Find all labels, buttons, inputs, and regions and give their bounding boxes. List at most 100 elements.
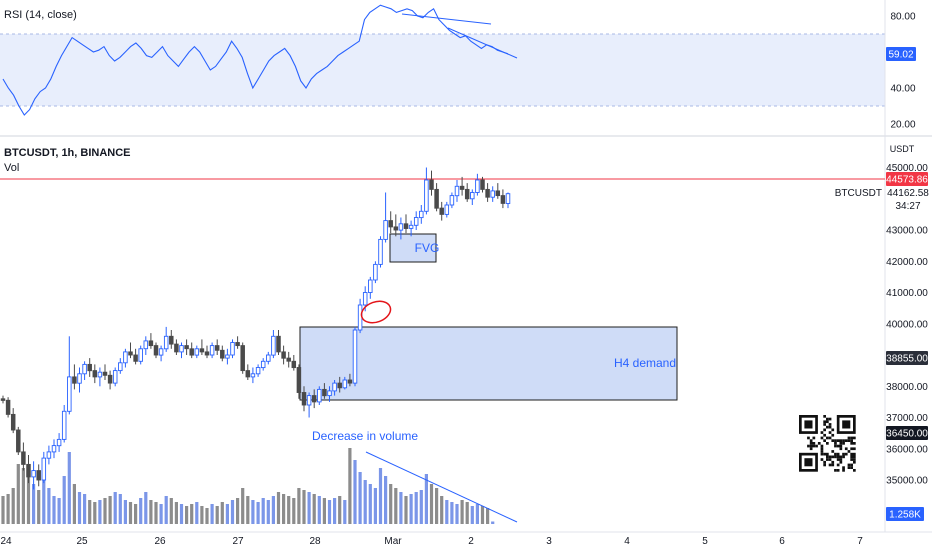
candle-body xyxy=(260,360,266,369)
x-tick-label: 4 xyxy=(624,536,630,547)
volume-bar xyxy=(251,500,255,524)
volume-bar xyxy=(292,498,296,524)
candle-body xyxy=(347,379,353,384)
rsi-tick-label: 40.00 xyxy=(890,84,915,95)
volume-bar xyxy=(190,504,194,524)
qr-module xyxy=(844,447,848,451)
candle-body xyxy=(225,354,230,359)
x-tick-label: 5 xyxy=(702,536,708,547)
qr-module xyxy=(844,439,848,442)
candle-body xyxy=(56,438,62,447)
volume-bar xyxy=(394,488,398,524)
rsi-title: RSI (14, close) xyxy=(4,9,77,21)
volume-bar xyxy=(378,468,383,524)
volume-bar xyxy=(169,498,173,524)
volume-bar xyxy=(32,484,36,524)
qr-module xyxy=(853,458,856,461)
candle-body xyxy=(327,390,332,397)
qr-module xyxy=(850,455,853,459)
qr-module xyxy=(826,436,829,440)
candle-body xyxy=(413,217,419,226)
qr-module xyxy=(847,466,851,469)
qr-module xyxy=(853,460,856,464)
volume-bar xyxy=(409,494,413,524)
qr-module xyxy=(834,439,837,442)
current-symbol: BTCUSDT xyxy=(835,188,882,199)
candle-body xyxy=(194,348,200,356)
candle-body xyxy=(337,382,342,389)
qr-module xyxy=(842,442,845,445)
volume-bar xyxy=(174,502,178,524)
volume-bar xyxy=(470,506,474,524)
qr-module xyxy=(826,455,829,459)
qr-module xyxy=(820,452,824,456)
qr-module xyxy=(831,433,835,437)
candle-body xyxy=(97,371,103,378)
price-marker-badge xyxy=(886,172,928,186)
candle-body xyxy=(281,351,286,359)
candle-body xyxy=(10,413,16,431)
qr-module xyxy=(809,444,813,448)
volume-bar xyxy=(363,480,367,524)
current-price: 44162.58 xyxy=(887,188,929,199)
candle-body xyxy=(485,188,490,198)
volume-bar xyxy=(200,506,204,524)
candle-body xyxy=(342,379,348,389)
volume-bar xyxy=(210,504,214,524)
volume-bar xyxy=(37,490,41,524)
candle-body xyxy=(459,185,465,190)
rsi-band xyxy=(0,34,885,106)
qr-module xyxy=(844,452,848,456)
qr-module xyxy=(847,450,851,453)
qr-module xyxy=(842,469,845,472)
qr-finder-core xyxy=(804,420,813,429)
candle-body xyxy=(464,188,470,200)
qr-module xyxy=(836,463,840,467)
x-tick-label: 27 xyxy=(232,536,244,547)
qr-module xyxy=(836,455,840,459)
qr-module xyxy=(853,455,856,459)
candle-body xyxy=(26,463,31,478)
vol-label: Vol xyxy=(4,162,19,174)
qr-module xyxy=(839,439,843,442)
candle-body xyxy=(500,195,506,204)
price-tick-label: 35000.00 xyxy=(886,476,928,487)
volume-bar xyxy=(164,496,168,524)
volume-bar xyxy=(215,506,219,524)
volume-bar xyxy=(353,460,357,524)
h4-demand-zone xyxy=(299,326,678,401)
qr-module xyxy=(839,444,843,448)
candle-body xyxy=(475,179,480,193)
volume-bar xyxy=(445,500,449,524)
volume-bar xyxy=(77,492,82,524)
candle-body xyxy=(454,185,460,197)
candle-body xyxy=(296,367,302,393)
currency-label: USDT xyxy=(890,144,915,154)
price-tick-label: 38000.00 xyxy=(886,382,928,393)
candle-body xyxy=(495,190,501,197)
qr-module xyxy=(839,442,843,445)
candle-body xyxy=(204,351,210,356)
qr-module xyxy=(809,439,813,442)
candle-body xyxy=(306,395,312,406)
qr-module xyxy=(820,444,824,448)
qr-module xyxy=(836,469,840,472)
candle-body xyxy=(362,292,368,306)
candle-body xyxy=(271,335,276,356)
volume-bar xyxy=(322,498,326,524)
qr-module xyxy=(826,417,829,421)
x-tick-label: 28 xyxy=(309,536,321,547)
candle-body xyxy=(276,335,281,353)
qr-module xyxy=(828,423,832,426)
volume-bar xyxy=(302,490,306,524)
qr-module xyxy=(831,460,835,464)
volume-bar xyxy=(1,496,5,524)
volume-bar xyxy=(404,496,408,524)
qr-module xyxy=(815,444,818,448)
fvg-zone xyxy=(389,233,437,263)
x-tick-label: 6 xyxy=(779,536,785,547)
qr-module xyxy=(828,436,832,440)
candle-body xyxy=(92,370,98,378)
